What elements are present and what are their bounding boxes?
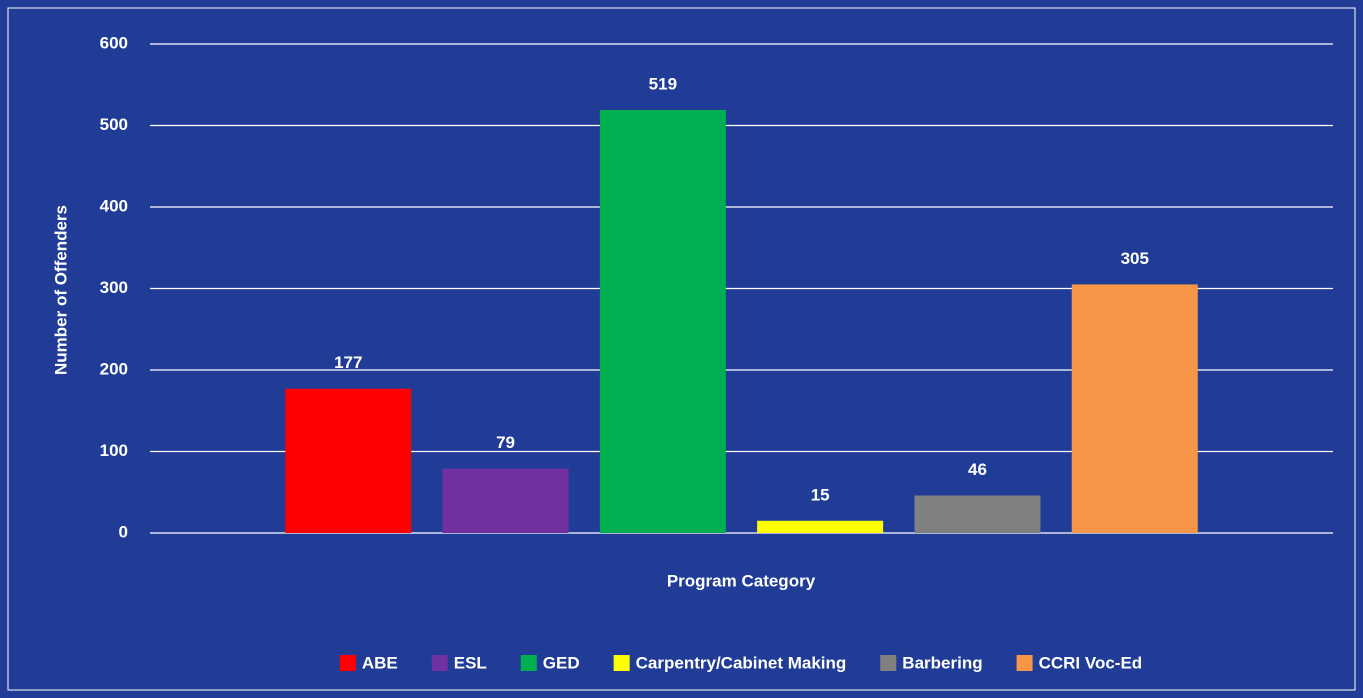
legend-label: ABE xyxy=(362,653,398,672)
y-tick-label: 500 xyxy=(100,115,128,134)
bar xyxy=(599,110,726,533)
y-tick-label: 600 xyxy=(100,33,128,52)
legend-swatch xyxy=(431,655,448,671)
bar xyxy=(757,520,884,533)
data-label: 79 xyxy=(496,433,515,452)
legend-label: Barbering xyxy=(902,653,982,672)
legend-label: CCRI Voc-Ed xyxy=(1039,653,1143,672)
y-tick-label: 300 xyxy=(100,278,128,297)
legend-swatch xyxy=(339,655,356,671)
data-label: 46 xyxy=(968,460,987,479)
y-tick-label: 200 xyxy=(100,359,128,378)
legend-label: ESL xyxy=(454,653,487,672)
x-axis-title: Program Category xyxy=(667,571,816,590)
bar xyxy=(1071,284,1198,533)
legend-label: Carpentry/Cabinet Making xyxy=(636,653,847,672)
y-tick-label: 100 xyxy=(100,441,128,460)
y-tick-label: 400 xyxy=(100,196,128,215)
legend-swatch xyxy=(880,655,897,671)
data-label: 15 xyxy=(811,485,830,504)
bar xyxy=(914,495,1041,533)
legend-swatch xyxy=(1016,655,1033,671)
legend-label: GED xyxy=(543,653,580,672)
y-tick-label: 0 xyxy=(119,522,128,541)
data-label: 177 xyxy=(334,353,362,372)
bar xyxy=(442,468,569,533)
y-axis-title: Number of Offenders xyxy=(51,205,70,375)
bar xyxy=(285,388,412,533)
data-label: 519 xyxy=(649,74,677,93)
legend-swatch xyxy=(613,655,630,671)
legend-swatch xyxy=(520,655,537,671)
data-label: 305 xyxy=(1121,249,1149,268)
